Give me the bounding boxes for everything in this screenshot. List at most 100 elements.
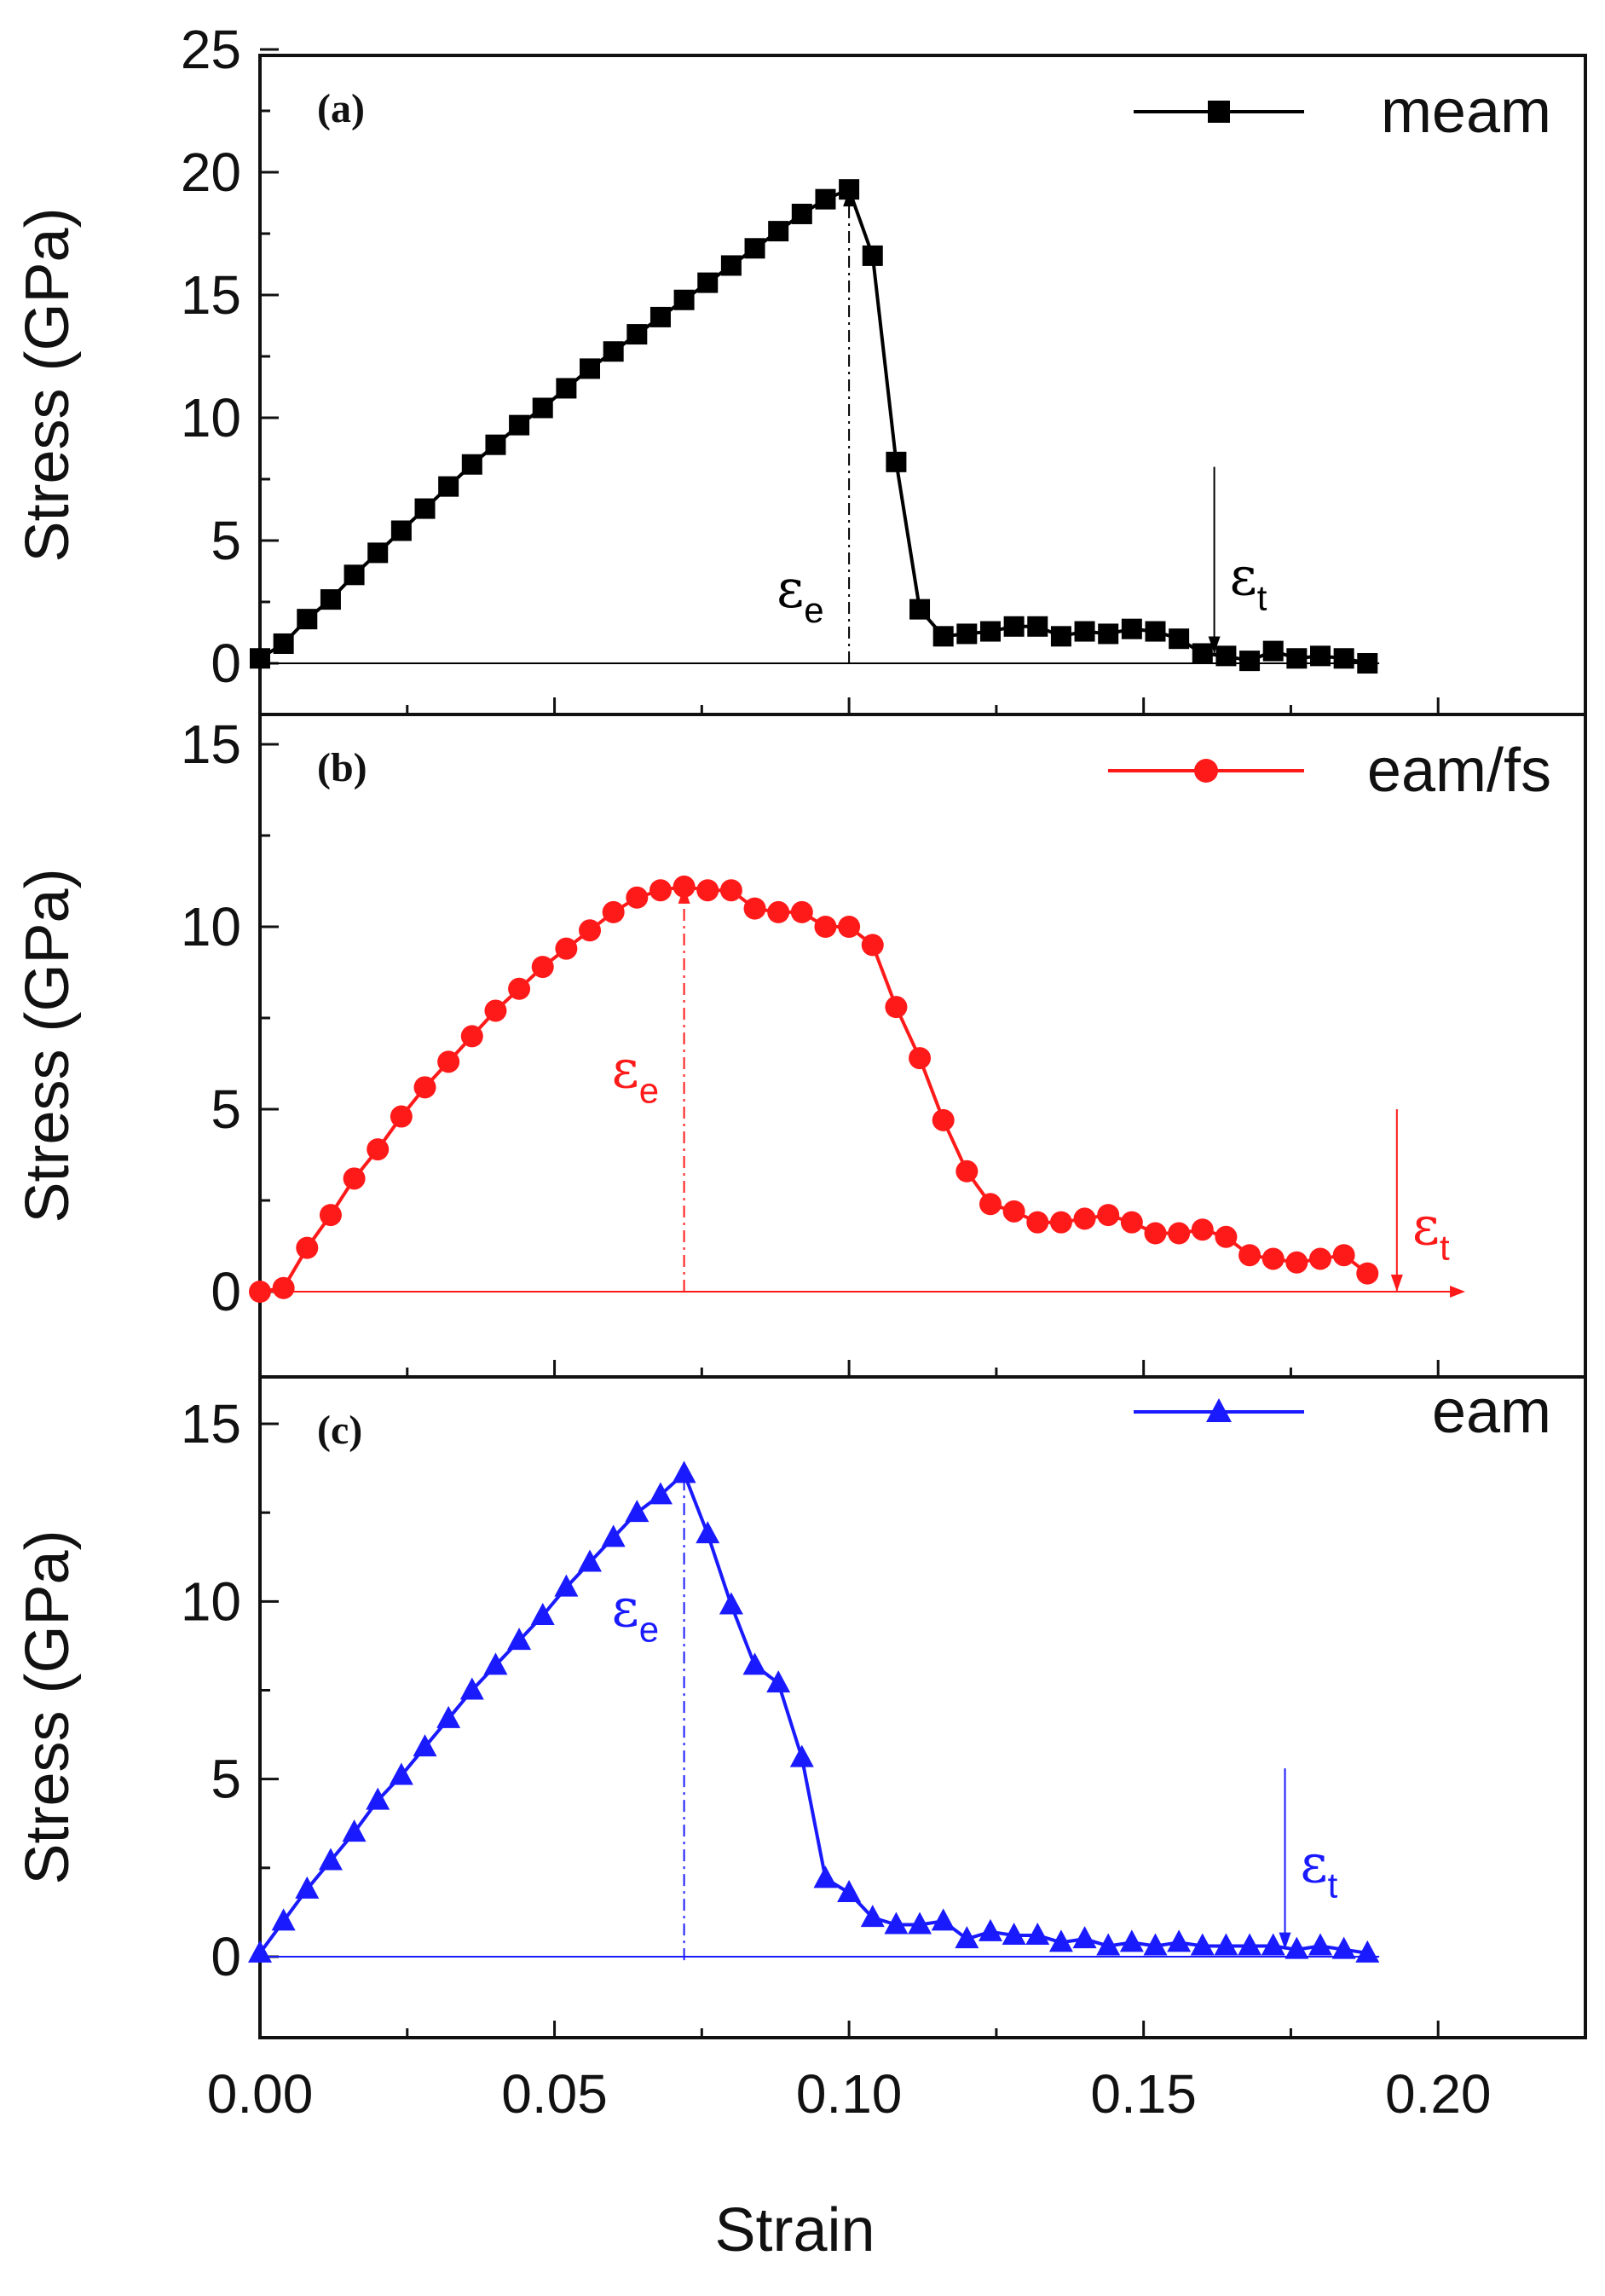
point-c-29 (931, 1908, 955, 1931)
point-c-23 (789, 1744, 814, 1767)
annotation-label-b-t: εt (1412, 1194, 1450, 1267)
point-c-24 (813, 1865, 838, 1888)
legend-marker-a (1208, 101, 1230, 123)
xtick-label-2: 0.10 (796, 2063, 903, 2125)
point-b-11 (508, 977, 531, 1000)
point-b-8 (437, 1050, 460, 1073)
point-c-20 (719, 1592, 743, 1615)
point-b-34 (1049, 1211, 1072, 1234)
point-c-10 (483, 1652, 508, 1675)
point-a-13 (556, 378, 577, 399)
ytick-label-c-3: 15 (181, 1393, 241, 1455)
point-c-19 (696, 1521, 720, 1544)
ytick-label-c-0: 0 (211, 1926, 241, 1987)
point-b-35 (1073, 1207, 1096, 1230)
point-b-21 (743, 897, 766, 920)
point-a-17 (650, 306, 671, 327)
annotation-arrowhead-b-t (1390, 1275, 1403, 1292)
ytick-label-a-0: 0 (211, 633, 241, 694)
point-a-4 (344, 564, 365, 586)
point-b-36 (1097, 1204, 1120, 1227)
point-c-27 (884, 1911, 909, 1935)
point-c-44 (1285, 1936, 1309, 1959)
panel-c-frame (258, 1375, 1587, 2039)
ytick-label-b-3: 15 (181, 714, 241, 775)
xtick-label-1: 0.05 (501, 2063, 608, 2125)
point-b-31 (979, 1193, 1002, 1216)
point-c-11 (507, 1628, 532, 1651)
panel-b: 0 5 10 15 Stress (GPa) (b) εe εt eam/fs (14, 713, 1587, 1379)
point-b-1 (272, 1276, 295, 1299)
annotation-label-b-e: εe (612, 1038, 659, 1110)
point-a-24 (815, 188, 836, 210)
point-b-2 (296, 1236, 319, 1259)
point-a-5 (367, 542, 389, 564)
point-a-41 (1215, 645, 1237, 667)
point-c-31 (978, 1918, 1002, 1941)
xtick-label-3: 0.15 (1090, 2063, 1197, 2125)
point-a-23 (791, 203, 812, 224)
point-a-30 (956, 623, 978, 645)
point-b-41 (1215, 1225, 1238, 1248)
ytick-label-a-1: 5 (211, 510, 241, 571)
point-c-33 (1025, 1923, 1050, 1945)
point-c-9 (459, 1677, 484, 1700)
point-a-44 (1286, 648, 1308, 669)
point-a-21 (744, 238, 765, 259)
point-a-16 (626, 324, 648, 345)
ylabel-c: Stress (GPa) (14, 1530, 82, 1884)
point-b-33 (1026, 1211, 1049, 1234)
point-a-22 (768, 221, 789, 242)
point-b-28 (909, 1047, 932, 1070)
point-a-33 (1027, 616, 1048, 637)
ytick-label-c-1: 5 (211, 1749, 241, 1810)
point-b-45 (1309, 1247, 1331, 1270)
point-c-16 (625, 1500, 650, 1523)
panels-group: 0 5 10 15 20 25 Stress (GPa) (a) εe εt meam 0 5 10 15 S… (14, 19, 1587, 2039)
point-a-43 (1262, 640, 1284, 662)
point-c-35 (1072, 1926, 1097, 1949)
point-b-3 (319, 1204, 342, 1227)
point-b-22 (767, 900, 790, 923)
point-c-0 (248, 1940, 272, 1963)
point-c-26 (860, 1905, 885, 1928)
point-c-39 (1167, 1929, 1192, 1952)
annotation-arrowhead-a-e (843, 189, 856, 207)
point-c-25 (837, 1880, 862, 1902)
point-a-37 (1121, 618, 1142, 639)
point-a-11 (509, 414, 530, 436)
point-a-9 (461, 454, 482, 475)
point-a-20 (720, 255, 742, 276)
point-c-45 (1308, 1933, 1332, 1956)
point-c-38 (1143, 1933, 1168, 1956)
point-b-17 (649, 879, 672, 902)
baseline-arrowhead-b (1450, 1286, 1466, 1298)
point-c-32 (1002, 1923, 1026, 1945)
point-b-27 (885, 996, 908, 1019)
legend-label-b: eam/fs (1367, 737, 1551, 805)
point-c-4 (342, 1819, 367, 1842)
point-b-30 (955, 1160, 979, 1183)
panel-label-c: (c) (317, 1408, 362, 1453)
ytick-label-b-1: 5 (211, 1079, 241, 1140)
point-b-9 (460, 1025, 483, 1048)
annotation-arrowhead-c-t (1279, 1932, 1291, 1950)
point-c-37 (1119, 1929, 1144, 1952)
ytick-label-a-2: 10 (181, 387, 241, 448)
xlabel: Strain (714, 2196, 875, 2264)
point-c-6 (389, 1762, 413, 1785)
ytick-label-b-2: 10 (181, 896, 241, 957)
point-b-14 (579, 919, 602, 942)
point-a-31 (979, 621, 1001, 642)
point-c-36 (1096, 1933, 1121, 1956)
panel-c: 0 5 10 15 Stress (GPa) (c) εe εt eam (14, 1375, 1587, 2039)
point-a-36 (1098, 623, 1119, 645)
point-b-4 (343, 1167, 366, 1190)
panel-label-a: (a) (317, 86, 365, 131)
ylabel-b: Stress (GPa) (14, 868, 82, 1223)
ytick-label-a-4: 20 (181, 142, 241, 203)
point-b-40 (1191, 1218, 1214, 1241)
point-b-15 (602, 900, 625, 923)
point-a-10 (485, 434, 506, 455)
point-c-46 (1331, 1936, 1356, 1959)
